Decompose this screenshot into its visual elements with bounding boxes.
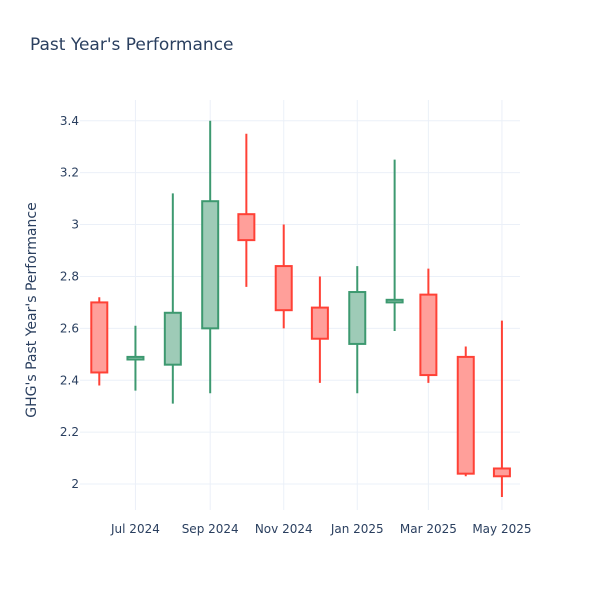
- x-tick-label: Nov 2024: [255, 522, 313, 536]
- candle-body: [348, 291, 367, 345]
- candle-body: [201, 200, 220, 330]
- candle-2024-11-01: [274, 224, 293, 329]
- candle-body: [90, 301, 109, 374]
- candle-2024-10-01: [237, 133, 256, 287]
- candle-2024-07-01: [126, 325, 145, 391]
- y-axis-title: GHG's Past Year's Performance: [24, 202, 40, 417]
- candle-2025-02-01: [385, 159, 404, 331]
- candle-body: [126, 355, 145, 361]
- y-tick-label: 3: [71, 218, 79, 232]
- candle-body: [237, 213, 256, 242]
- x-tick-label: May 2025: [472, 522, 531, 536]
- candle-2024-06-01: [90, 297, 109, 386]
- candle-body: [163, 311, 182, 366]
- chart-title: Past Year's Performance: [30, 35, 234, 55]
- candle-body: [274, 265, 293, 312]
- candle-2025-04-01: [456, 346, 475, 477]
- x-tick-label: Mar 2025: [400, 522, 457, 536]
- y-tick-label: 2.8: [60, 269, 79, 283]
- x-tick-label: Jan 2025: [330, 522, 384, 536]
- candle-body: [492, 467, 511, 478]
- y-tick-label: 3.2: [60, 166, 79, 180]
- grid-lines: [80, 100, 520, 510]
- y-tick-label: 3.4: [60, 114, 79, 128]
- x-tick-label: Jul 2024: [110, 522, 160, 536]
- y-tick-label: 2: [71, 477, 79, 491]
- candles: [90, 120, 511, 498]
- y-tick-label: 2.6: [60, 321, 79, 335]
- x-tick-label: Sep 2024: [182, 522, 239, 536]
- candle-2025-01-01: [348, 266, 367, 394]
- candle-2024-09-01: [201, 120, 220, 394]
- candle-body: [456, 355, 475, 475]
- y-tick-label: 2.4: [60, 373, 79, 387]
- candle-2024-08-01: [163, 193, 182, 404]
- candle-body: [310, 306, 329, 340]
- candle-2025-03-01: [419, 268, 438, 383]
- candle-2024-12-01: [310, 276, 329, 383]
- x-axis-ticks: Jul 2024 Sep 2024 Nov 2024 Jan 2025 Mar 2025…: [110, 522, 531, 536]
- candle-body: [385, 298, 404, 304]
- candle-body: [419, 293, 438, 377]
- y-axis-ticks: 2 2.2 2.4 2.6 2.8 3 3.2 3.4: [60, 114, 79, 491]
- candle-2025-05-01: [492, 320, 511, 498]
- y-tick-label: 2.2: [60, 425, 79, 439]
